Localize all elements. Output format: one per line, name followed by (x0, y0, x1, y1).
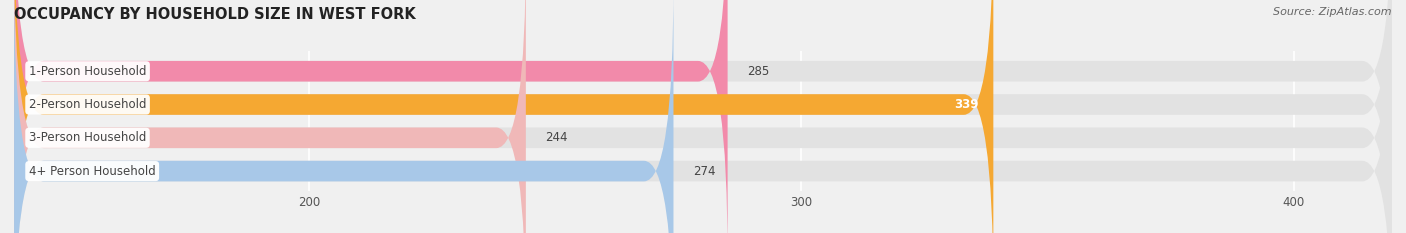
FancyBboxPatch shape (14, 0, 526, 233)
Text: 1-Person Household: 1-Person Household (28, 65, 146, 78)
Text: Source: ZipAtlas.com: Source: ZipAtlas.com (1274, 7, 1392, 17)
Text: 285: 285 (748, 65, 769, 78)
FancyBboxPatch shape (14, 0, 673, 233)
FancyBboxPatch shape (14, 0, 993, 233)
FancyBboxPatch shape (14, 0, 1392, 233)
FancyBboxPatch shape (14, 0, 1392, 233)
Text: 274: 274 (693, 164, 716, 178)
FancyBboxPatch shape (14, 0, 1392, 233)
Text: OCCUPANCY BY HOUSEHOLD SIZE IN WEST FORK: OCCUPANCY BY HOUSEHOLD SIZE IN WEST FORK (14, 7, 416, 22)
Text: 3-Person Household: 3-Person Household (28, 131, 146, 144)
Text: 244: 244 (546, 131, 568, 144)
Text: 4+ Person Household: 4+ Person Household (28, 164, 156, 178)
Text: 2-Person Household: 2-Person Household (28, 98, 146, 111)
FancyBboxPatch shape (14, 0, 1392, 233)
FancyBboxPatch shape (14, 0, 728, 233)
Text: 339: 339 (955, 98, 979, 111)
